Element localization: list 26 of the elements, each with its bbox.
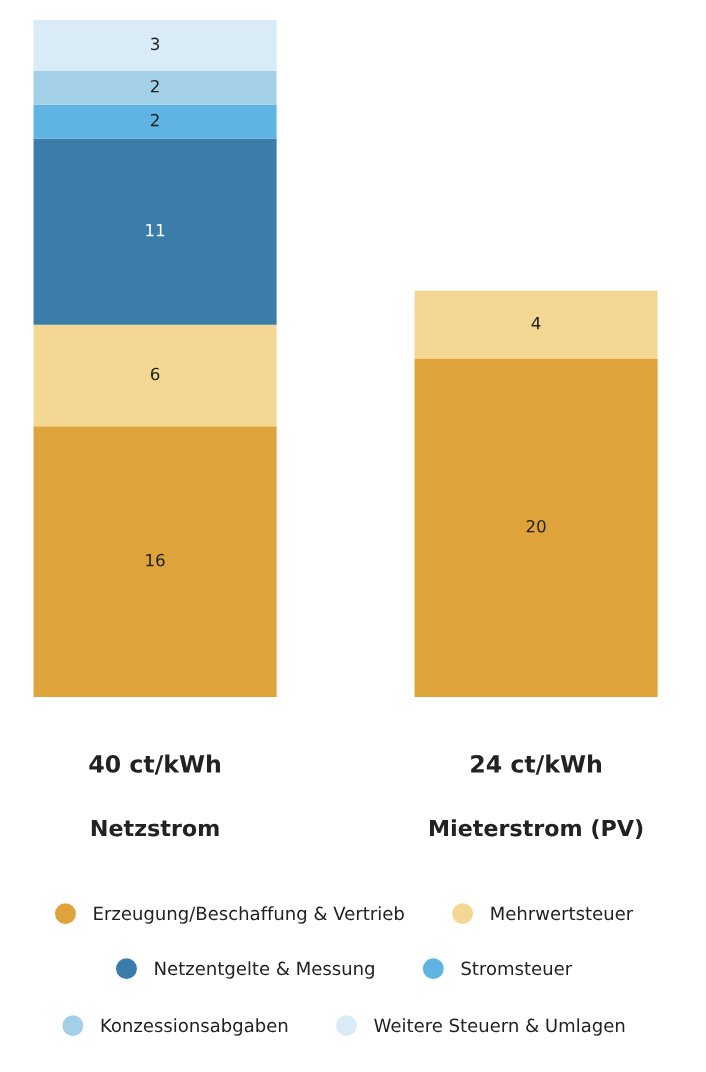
legend-label: Weitere Steuern & Umlagen <box>374 1018 625 1036</box>
bar <box>33 138 277 325</box>
data-label: 16 <box>146 553 165 567</box>
bar <box>33 20 277 71</box>
x-tick-label: Netzstrom <box>91 819 219 837</box>
legend-label: Konzessionsabgaben <box>101 1018 288 1036</box>
total-label: 40 ct/kWh <box>89 754 220 775</box>
legend-label: Erzeugung/Beschaffung & Vertrieb <box>94 906 404 924</box>
x-tick-label: Mieterstrom (PV) <box>430 819 643 840</box>
bar <box>33 324 277 427</box>
data-label: 2 <box>150 79 159 93</box>
legend-label: Stromsteuer <box>461 961 573 976</box>
data-label: 2 <box>150 113 159 127</box>
data-label: 4 <box>531 317 541 330</box>
data-label: 20 <box>526 519 546 533</box>
total-label: 24 ct/kWh <box>471 754 601 775</box>
data-label: 6 <box>150 367 160 381</box>
bar <box>33 104 277 139</box>
legend-label: Netzentgelte & Messung <box>155 961 374 979</box>
bar <box>414 290 658 359</box>
bar <box>33 70 277 105</box>
legend-label: Mehrwertsteuer <box>491 906 634 921</box>
data-label: 3 <box>151 37 160 51</box>
bar <box>414 358 658 697</box>
bar <box>33 426 277 697</box>
data-label: 11 <box>146 224 165 237</box>
